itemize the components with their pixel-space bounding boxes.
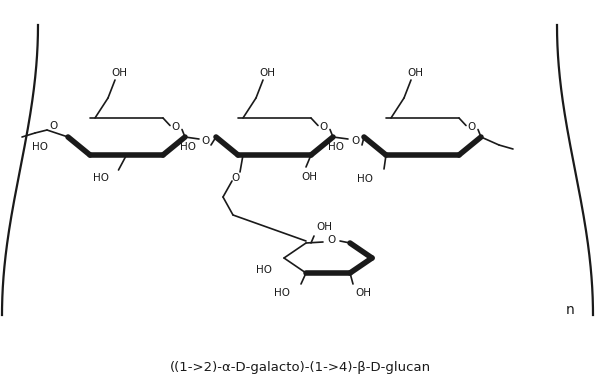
Text: OH: OH	[407, 68, 423, 78]
Text: OH: OH	[259, 68, 275, 78]
Text: HO: HO	[357, 174, 373, 184]
Text: HO: HO	[256, 265, 272, 275]
Text: ((1->2)-α-D-galacto)-(1->4)-β-D-glucan: ((1->2)-α-D-galacto)-(1->4)-β-D-glucan	[169, 361, 431, 375]
Text: O: O	[50, 121, 58, 131]
Text: O: O	[468, 122, 476, 132]
Text: OH: OH	[301, 172, 317, 182]
Text: HO: HO	[274, 288, 290, 298]
Text: O: O	[320, 122, 328, 132]
Text: OH: OH	[355, 288, 371, 298]
Text: OH: OH	[111, 68, 127, 78]
Text: O: O	[351, 136, 359, 146]
Text: O: O	[231, 173, 239, 183]
Text: HO: HO	[92, 173, 109, 183]
Text: n: n	[566, 303, 575, 317]
Text: O: O	[201, 136, 209, 146]
Text: OH: OH	[316, 222, 332, 232]
Text: HO: HO	[32, 142, 48, 152]
Text: O: O	[172, 122, 180, 132]
Text: HO: HO	[180, 142, 196, 152]
Text: O: O	[328, 235, 336, 245]
Text: HO: HO	[328, 142, 344, 152]
